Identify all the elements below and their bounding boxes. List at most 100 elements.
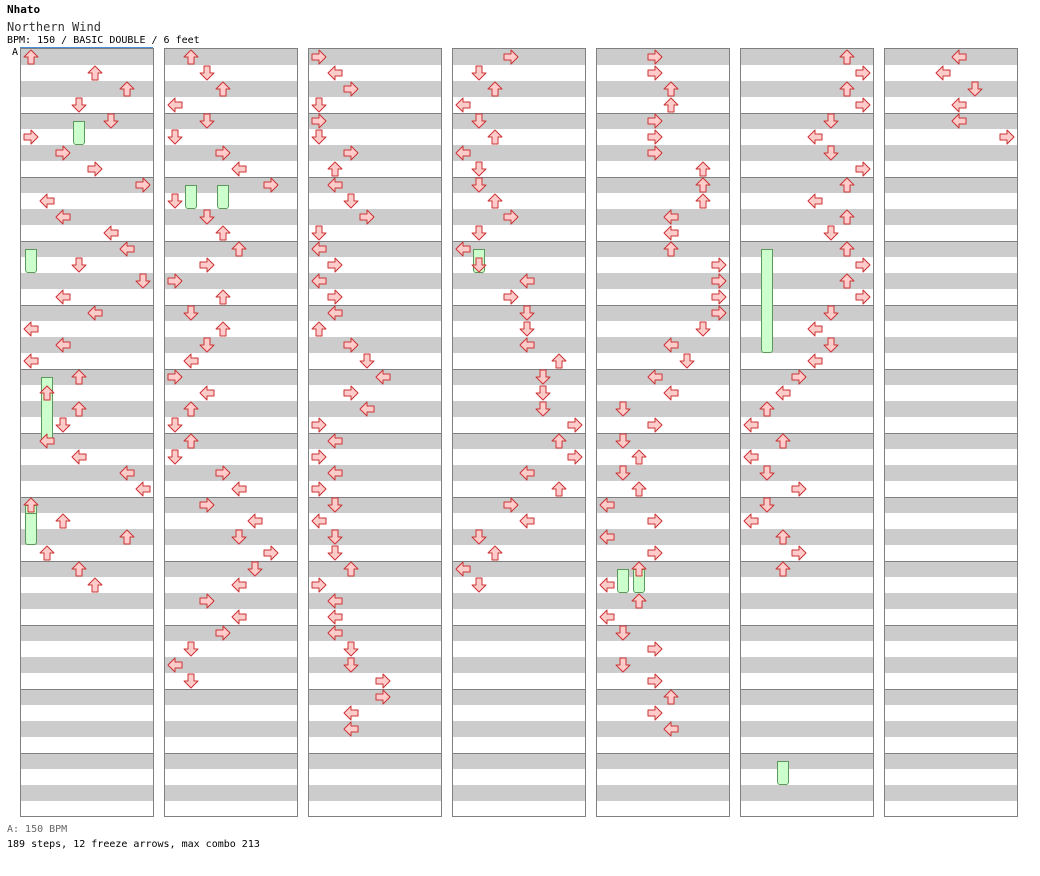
- beat-stripe: [597, 497, 729, 513]
- beat-stripe: [453, 465, 585, 481]
- beat-stripe: [597, 465, 729, 481]
- step-arrow-left: [199, 385, 215, 401]
- beat-stripe: [885, 721, 1017, 737]
- step-arrow-up: [23, 497, 39, 513]
- measure-line: [453, 305, 585, 306]
- step-arrow-up: [487, 129, 503, 145]
- measure-line: [309, 177, 441, 178]
- beat-stripe: [453, 593, 585, 609]
- beat-stripe: [453, 657, 585, 673]
- step-arrow-left: [71, 449, 87, 465]
- beat-stripe: [597, 625, 729, 641]
- beat-stripe: [741, 529, 873, 545]
- step-arrow-left: [663, 385, 679, 401]
- step-arrow-left: [183, 353, 199, 369]
- measure-line: [885, 433, 1017, 434]
- beat-stripe: [453, 785, 585, 801]
- step-arrow-down: [823, 337, 839, 353]
- beat-stripe: [597, 753, 729, 769]
- step-arrow-down: [167, 449, 183, 465]
- step-arrow-left: [23, 321, 39, 337]
- step-arrow-down: [343, 657, 359, 673]
- step-arrow-up: [839, 49, 855, 65]
- beat-stripe: [453, 145, 585, 161]
- beat-stripe: [885, 529, 1017, 545]
- step-arrow-right: [855, 257, 871, 273]
- measure-line: [309, 113, 441, 114]
- beat-stripe: [597, 49, 729, 65]
- step-arrow-left: [599, 529, 615, 545]
- step-arrow-up: [183, 49, 199, 65]
- chart-column: [308, 48, 442, 817]
- step-arrow-down: [823, 145, 839, 161]
- step-arrow-up: [839, 81, 855, 97]
- beat-stripe: [741, 145, 873, 161]
- step-arrow-left: [39, 193, 55, 209]
- step-arrow-down: [103, 113, 119, 129]
- measure-line: [453, 625, 585, 626]
- beat-stripe: [597, 337, 729, 353]
- step-arrow-down: [359, 353, 375, 369]
- chart-column: [596, 48, 730, 817]
- beat-stripe: [741, 113, 873, 129]
- beat-stripe: [21, 433, 153, 449]
- step-arrow-down: [535, 369, 551, 385]
- beat-stripe: [597, 721, 729, 737]
- beat-stripe: [165, 49, 297, 65]
- step-arrow-left: [951, 97, 967, 113]
- beat-stripe: [885, 241, 1017, 257]
- step-arrow-right: [647, 49, 663, 65]
- step-arrow-down: [167, 129, 183, 145]
- step-arrow-right: [647, 129, 663, 145]
- step-arrow-left: [519, 465, 535, 481]
- song-title: Northern Wind: [7, 20, 101, 34]
- measure-line: [21, 433, 153, 434]
- beat-stripe: [309, 593, 441, 609]
- step-arrow-down: [471, 161, 487, 177]
- beat-stripe: [453, 273, 585, 289]
- step-arrow-right: [343, 145, 359, 161]
- beat-stripe: [741, 273, 873, 289]
- measure-line: [453, 433, 585, 434]
- freeze-arrow-right: [217, 185, 229, 209]
- step-arrow-right: [199, 593, 215, 609]
- beat-stripe: [165, 497, 297, 513]
- beat-stripe: [885, 593, 1017, 609]
- freeze-arrow-left: [25, 513, 37, 545]
- measure-line: [21, 241, 153, 242]
- step-arrow-left: [935, 65, 951, 81]
- step-arrow-right: [199, 497, 215, 513]
- step-arrow-left: [55, 337, 71, 353]
- step-arrow-down: [471, 177, 487, 193]
- step-arrow-left: [807, 353, 823, 369]
- chart-column: [20, 48, 154, 817]
- measure-line: [885, 561, 1017, 562]
- beat-stripe: [21, 689, 153, 705]
- step-arrow-right: [311, 449, 327, 465]
- beat-stripe: [21, 753, 153, 769]
- measure-line: [741, 561, 873, 562]
- step-arrow-right: [167, 273, 183, 289]
- step-arrow-left: [119, 465, 135, 481]
- freeze-arrow-right: [73, 121, 85, 145]
- measure-line: [885, 113, 1017, 114]
- beat-stripe: [21, 81, 153, 97]
- step-arrow-up: [487, 545, 503, 561]
- step-arrow-left: [599, 497, 615, 513]
- measure-line: [309, 241, 441, 242]
- step-arrow-right: [503, 209, 519, 225]
- step-arrow-up: [119, 529, 135, 545]
- beat-stripe: [21, 497, 153, 513]
- beat-stripe: [741, 305, 873, 321]
- measure-line: [453, 177, 585, 178]
- step-arrow-right: [327, 257, 343, 273]
- chart-column: [452, 48, 586, 817]
- step-arrow-up: [663, 241, 679, 257]
- beat-stripe: [165, 561, 297, 577]
- step-arrow-down: [199, 113, 215, 129]
- beat-stripe: [885, 273, 1017, 289]
- beat-stripe: [21, 337, 153, 353]
- step-arrow-right: [711, 273, 727, 289]
- measure-line: [885, 369, 1017, 370]
- step-arrow-left: [327, 465, 343, 481]
